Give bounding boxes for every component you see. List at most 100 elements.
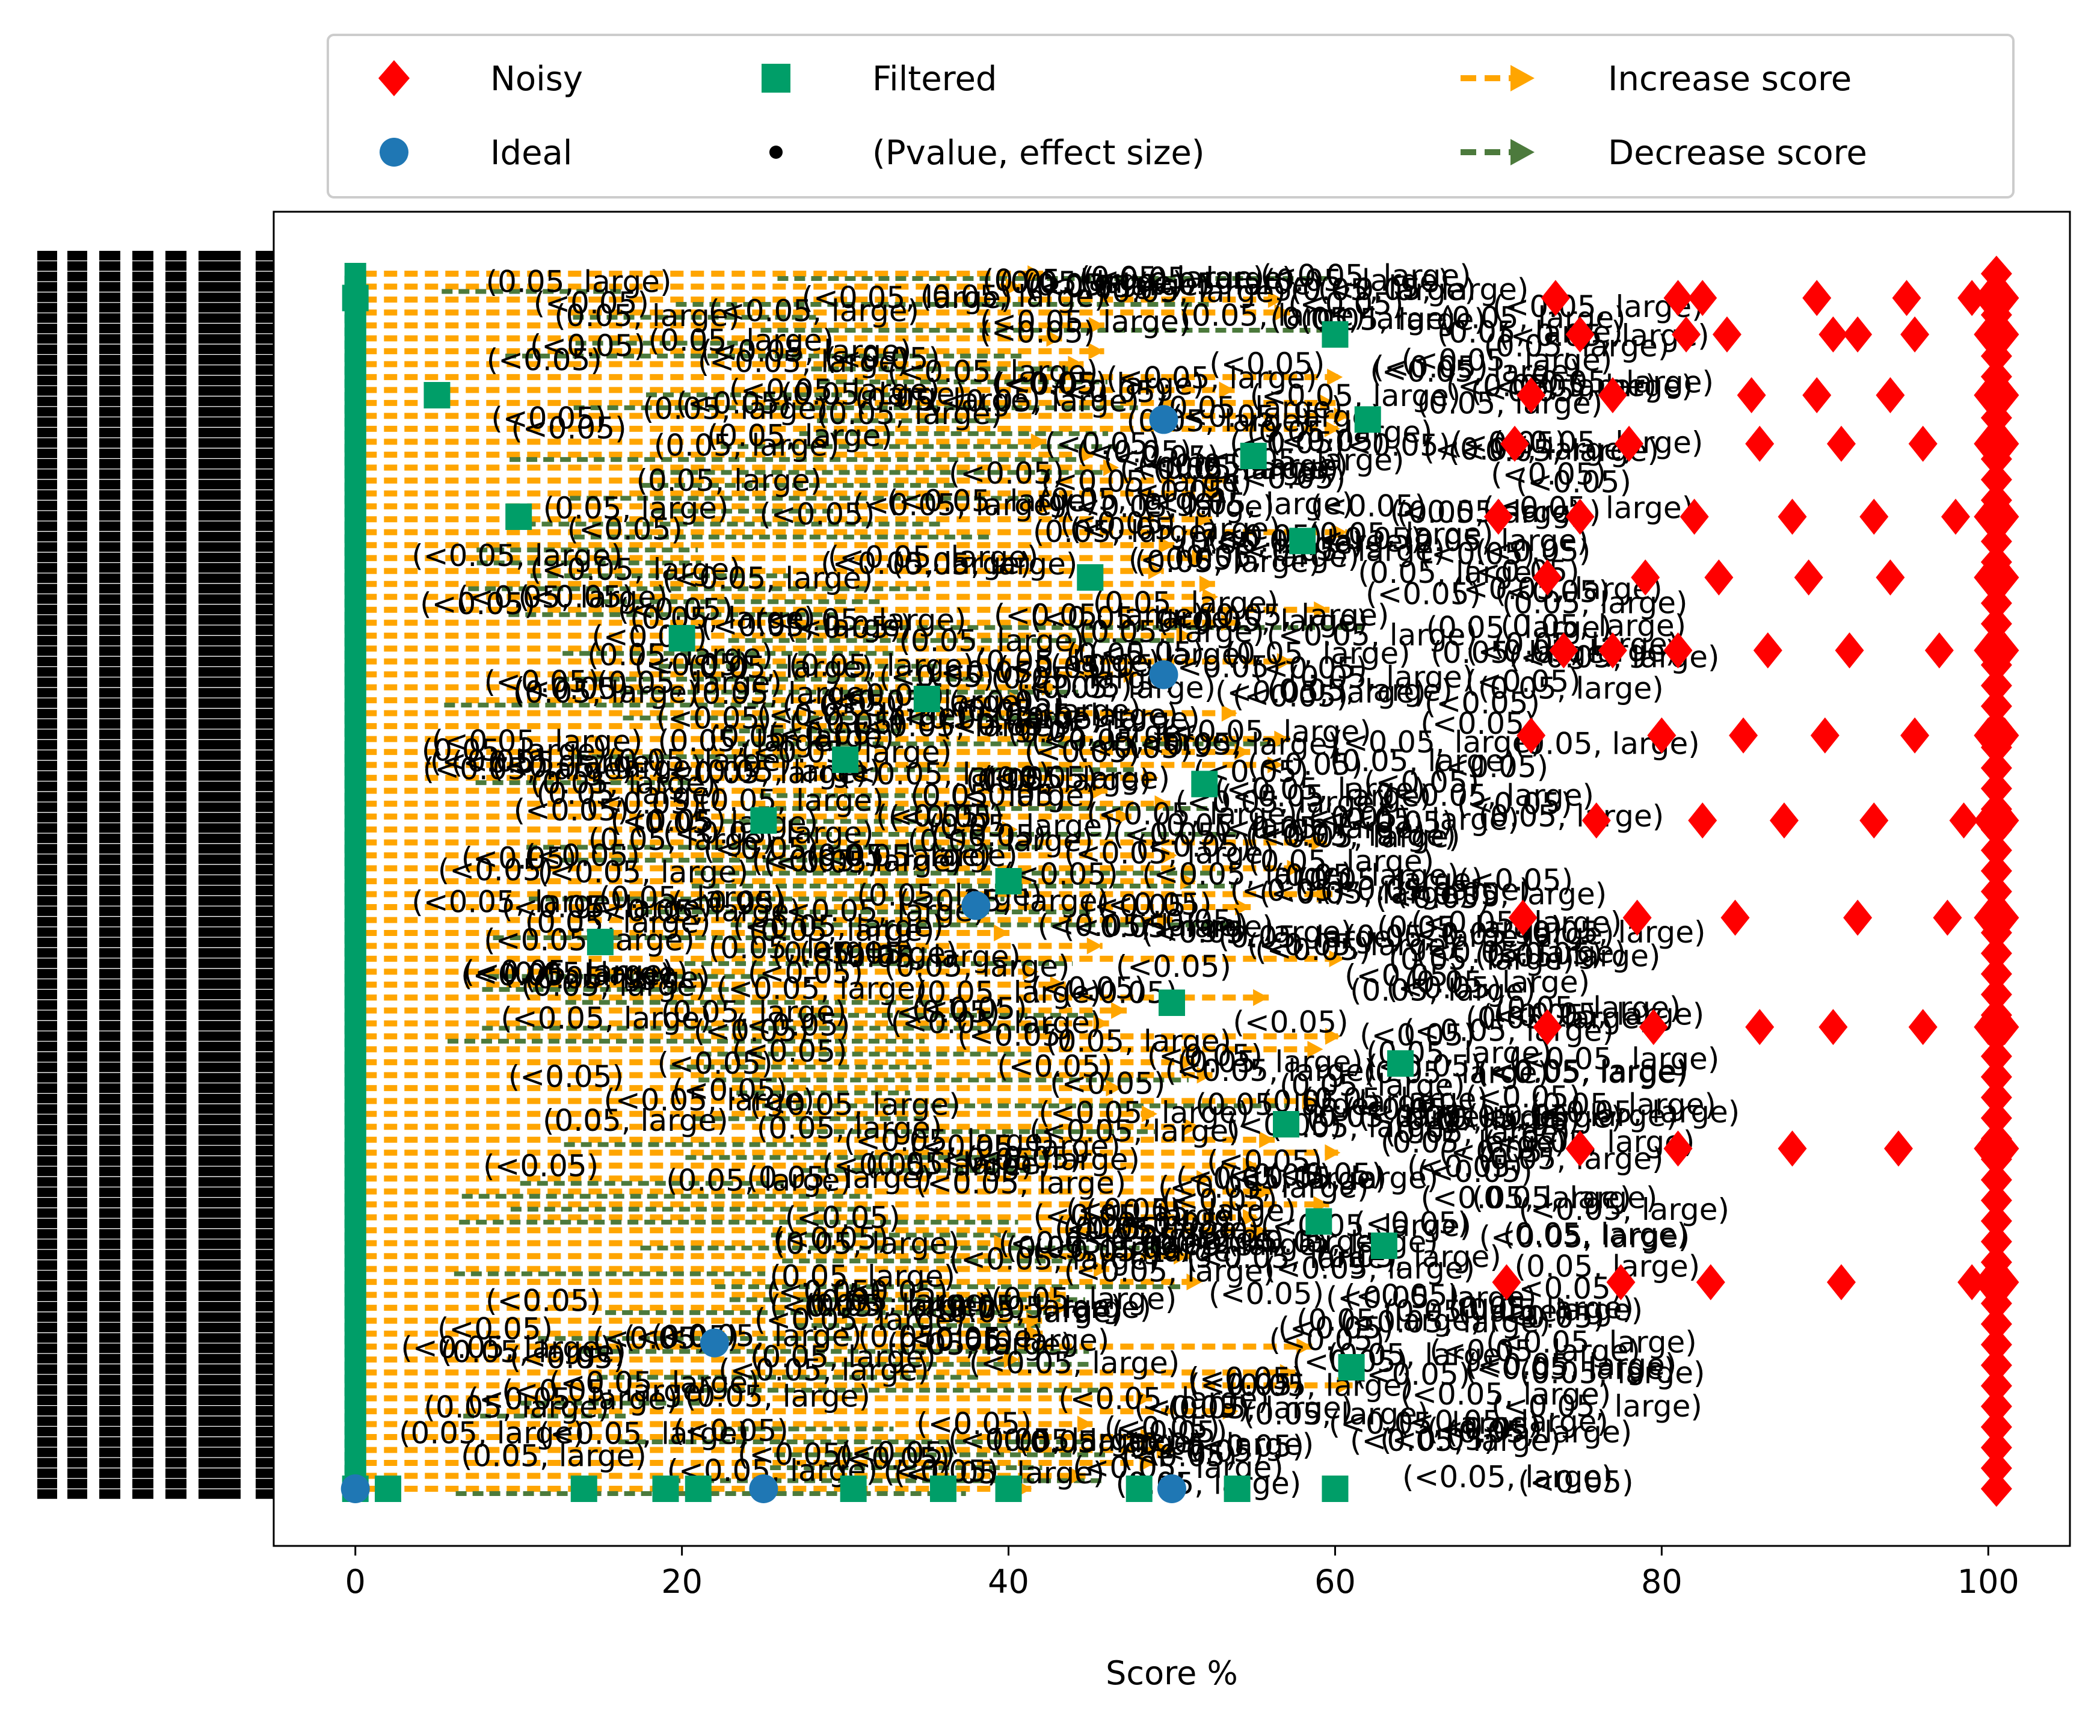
- annotation-label: (<0.05, large): [733, 909, 944, 944]
- annotation-label: (0.05, large): [1448, 1290, 1634, 1325]
- annotation-label: (<0.05): [1355, 1357, 1470, 1392]
- annotation-label: (<0.05): [1003, 857, 1118, 892]
- increase-arrowhead: [1234, 743, 1251, 761]
- increase-arrowhead: [1287, 860, 1303, 877]
- annotation-label: (<0.05): [1209, 346, 1325, 381]
- annotation-label: (0.05, large): [1177, 1044, 1363, 1079]
- annotation-label: (0.05, large): [1225, 636, 1411, 671]
- annotation-label: (<0.05): [1433, 749, 1548, 784]
- annotation-label: (0.05, large): [399, 1415, 585, 1450]
- annotation-label: (0.05, large): [747, 1160, 932, 1195]
- increase-arrowhead: [1068, 640, 1085, 657]
- annotation-label: (0.05, large): [1457, 1293, 1643, 1328]
- annotation-label: (<0.05, large): [1493, 997, 1704, 1032]
- increase-arrowhead: [1142, 769, 1159, 787]
- increase-arrowhead: [1324, 420, 1340, 437]
- annotation-label: (<0.05): [1082, 888, 1198, 923]
- annotation-label: (<0.05, large): [1482, 369, 1693, 404]
- annotation-label: (<0.05): [737, 1437, 853, 1472]
- annotation-label: (0.05, large): [543, 491, 729, 526]
- increase-arrowhead: [1210, 472, 1226, 489]
- annotation-label: (0.05, large): [1079, 260, 1264, 295]
- annotation-label: (0.05, large): [1446, 1415, 1632, 1450]
- annotation-label: (<0.05): [618, 592, 733, 627]
- filtered-point: [685, 1476, 712, 1502]
- annotation-label: (<0.05, large): [1415, 935, 1626, 970]
- annotation-label: (<0.05): [1121, 1438, 1237, 1473]
- annotation-label: (0.05, large): [423, 1390, 609, 1425]
- annotation-label: (0.05, large): [982, 263, 1168, 298]
- annotation-label: (<0.05, large): [1260, 258, 1471, 293]
- annotation-label: (<0.05): [1230, 873, 1346, 908]
- annotation-label: (<0.05): [1465, 664, 1581, 699]
- annotation-label: (<0.05, large): [751, 843, 962, 878]
- increase-arrowhead: [1337, 1377, 1353, 1394]
- increase-arrowhead: [1139, 1454, 1156, 1472]
- increase-arrowhead: [1307, 1041, 1323, 1058]
- annotation-label: (<0.05): [703, 831, 819, 866]
- annotation-label: (<0.05, large): [716, 971, 928, 1006]
- annotation-label: (<0.05): [1252, 651, 1367, 686]
- annotation-label: (<0.05, large): [1400, 1377, 1612, 1412]
- annotation-label: (0.05, large): [599, 880, 784, 915]
- annotation-label: (<0.05): [1427, 1412, 1542, 1447]
- increase-arrowhead: [1186, 1273, 1202, 1291]
- increase-arrowhead: [1070, 1467, 1086, 1485]
- annotation-label: (<0.05): [911, 991, 1027, 1026]
- increase-arrowhead: [1243, 1208, 1259, 1226]
- filtered-point: [652, 1476, 679, 1502]
- annotation-label: (<0.05, large): [994, 598, 1205, 633]
- annotation-label: (<0.05, large): [1518, 1192, 1729, 1227]
- annotation-label: (<0.05, large): [549, 1365, 760, 1400]
- annotation-label: (0.05, large): [892, 547, 1078, 582]
- annotation-label: (<0.05): [840, 1436, 955, 1471]
- annotation-label: (<0.05): [1017, 669, 1132, 704]
- annotation-label: (<0.05): [1027, 269, 1143, 304]
- annotation-label: (0.05, large): [937, 1289, 1122, 1324]
- annotation-label: (0.05, large): [774, 1227, 959, 1261]
- annotation-label: (<0.05, large): [701, 334, 912, 369]
- annotation-label: (<0.05): [834, 1441, 950, 1476]
- annotation-label: (<0.05): [1189, 1368, 1304, 1403]
- annotation-label: (0.05, large): [513, 675, 699, 710]
- annotation-label: (0.05, large): [1404, 965, 1590, 1000]
- increase-arrowhead: [1274, 304, 1290, 321]
- annotation-label: (<0.05): [1187, 1361, 1303, 1396]
- annotation-label: (<0.05): [1112, 817, 1228, 852]
- annotation-label: (<0.05, large): [887, 354, 1098, 389]
- annotation-label: (<0.05, large): [1403, 1013, 1614, 1048]
- annotation-label: (0.05, large): [521, 968, 707, 1003]
- annotation-label: (<0.05, large): [1063, 910, 1274, 944]
- annotation-label: (0.05, large): [1273, 858, 1459, 893]
- increase-arrowhead: [1199, 575, 1215, 593]
- annotation-label: (<0.05): [1311, 489, 1426, 524]
- increase-arrowhead: [1196, 1067, 1213, 1084]
- annotation-label: (<0.05, large): [756, 603, 967, 638]
- annotation-label: (0.05, large): [910, 778, 1096, 813]
- annotation-label: (<0.05): [876, 799, 991, 834]
- annotation-label: (<0.05): [1489, 1300, 1605, 1335]
- annotation-label: (<0.05, large): [401, 1331, 612, 1365]
- annotation-label: (<0.05, large): [1350, 1423, 1561, 1458]
- filtered-point: [1387, 1050, 1414, 1077]
- annotation-label: (<0.05): [1076, 730, 1192, 765]
- annotation-label: (<0.05, large): [590, 894, 801, 929]
- increase-arrowhead: [1089, 316, 1105, 334]
- annotation-label: (0.05, large): [1264, 263, 1450, 298]
- annotation-label: (0.05, large): [1384, 1294, 1569, 1329]
- annotation-label: (0.05, large): [1297, 863, 1483, 897]
- annotation-label: (0.05, large): [1440, 301, 1626, 336]
- filtered-point: [913, 686, 940, 712]
- annotation-label: (0.05, large): [1024, 268, 1210, 303]
- annotation-label: (<0.05): [940, 708, 1056, 743]
- annotation-label: (<0.05, large): [729, 373, 940, 408]
- annotation-label: (<0.05, large): [1106, 360, 1317, 395]
- annotation-label: (0.05, large): [1137, 267, 1323, 302]
- increase-arrowhead: [1296, 1338, 1313, 1355]
- annotation-label: (0.05, large): [1316, 1239, 1501, 1274]
- annotation-label: (0.05, large): [707, 419, 893, 454]
- annotation-label: (0.05, large): [1018, 1424, 1204, 1459]
- increase-arrowhead: [1325, 1027, 1341, 1045]
- annotation-label: (<0.05, large): [1486, 1325, 1697, 1359]
- annotation-label: (<0.05): [786, 610, 901, 645]
